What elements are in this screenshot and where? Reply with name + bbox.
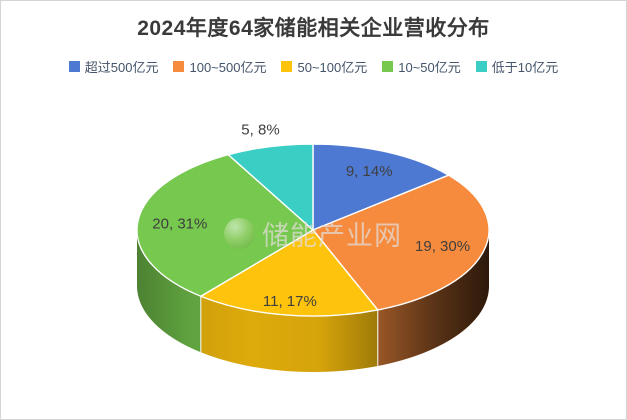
legend-label: 超过500亿元 (84, 60, 159, 75)
legend: 超过500亿元 100~500亿元 50~100亿元 10~50亿元 低于10亿元 (1, 57, 626, 76)
legend-item-0: 超过500亿元 (68, 57, 159, 76)
pie-slice-4 (227, 143, 314, 231)
data-label-0: 9, 14% (346, 163, 393, 180)
data-label-2: 11, 17% (263, 293, 317, 310)
legend-item-1: 100~500亿元 (173, 57, 266, 76)
pie-wall-shading (137, 230, 489, 372)
data-label-1: 19, 30% (415, 238, 470, 255)
legend-swatch-icon (281, 61, 293, 72)
legend-item-3: 10~50亿元 (382, 57, 461, 76)
legend-swatch-icon (382, 61, 394, 72)
pie-slice-0 (312, 143, 450, 231)
legend-swatch-icon (475, 61, 487, 72)
pie-slice-1 (312, 174, 490, 311)
chart-title: 2024年度64家储能相关企业营收分布 (137, 17, 490, 40)
data-label-4: 5, 8% (241, 122, 279, 139)
legend-swatch-icon (173, 61, 185, 72)
pie-slice-2 (200, 229, 379, 317)
legend-item-2: 50~100亿元 (281, 57, 367, 76)
legend-item-4: 低于10亿元 (475, 57, 559, 76)
legend-label: 100~500亿元 (189, 60, 267, 75)
legend-label: 50~100亿元 (297, 60, 368, 75)
data-label-3: 20, 31% (152, 215, 207, 232)
legend-label: 10~50亿元 (398, 60, 461, 75)
legend-swatch-icon (68, 61, 80, 72)
legend-label: 低于10亿元 (491, 60, 559, 75)
